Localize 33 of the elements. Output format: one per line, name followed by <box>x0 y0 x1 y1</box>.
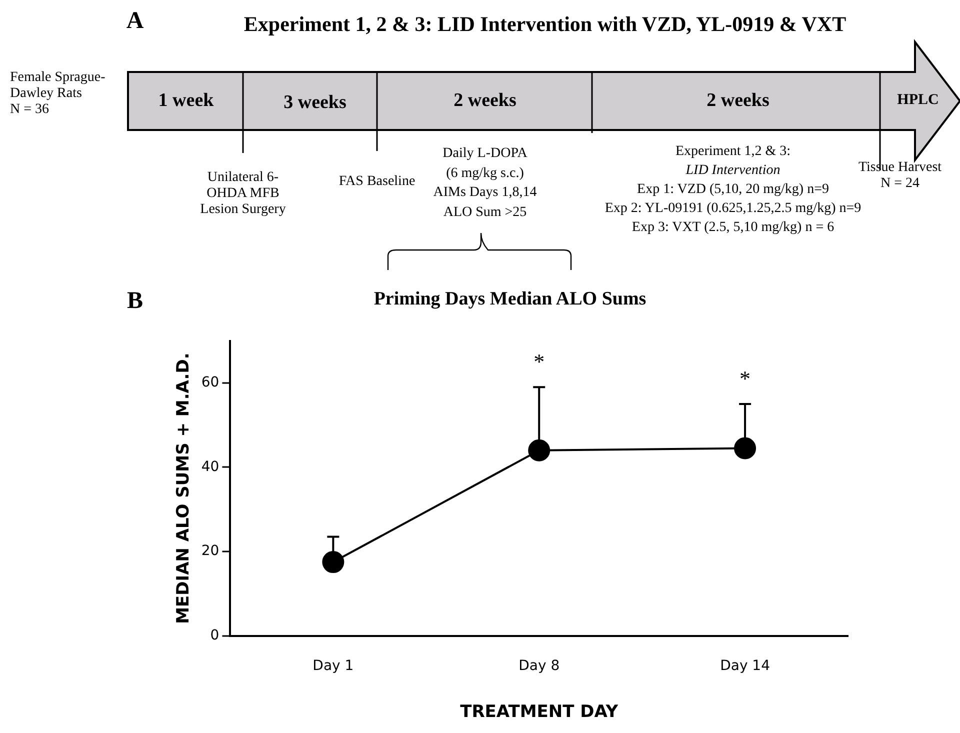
x-tick-label: Day 8 <box>518 658 560 674</box>
y-tick-label: 20 <box>201 543 220 560</box>
text: 2 weeks <box>706 90 770 112</box>
text: Exp 2: YL-09191 (0.625,1.25,2.5 mg/kg) n=9 <box>604 201 862 218</box>
annotation: * <box>534 348 545 374</box>
text: Experiment 1,2 & 3: <box>674 144 792 160</box>
point <box>528 439 550 462</box>
x-tick-label: Day 1 <box>312 658 354 674</box>
chart-title: Priming Days Median ALO Sums <box>374 288 646 310</box>
text: Female Sprague- Dawley Rats N = 36 <box>10 70 106 118</box>
y-axis-title: MEDIAN ALO SUMS + M.A.D. <box>174 352 194 624</box>
annotation: * <box>740 366 751 391</box>
x-tick-label: Day 14 <box>720 658 770 674</box>
text: Exp 1: VZD (5,10, 20 mg/kg) n=9 <box>637 182 829 197</box>
text: Tissue Harvest N = 24 <box>857 160 943 192</box>
text: 1 week <box>157 90 215 112</box>
text: LID Intervention <box>686 163 780 178</box>
text: Unilateral 6- OHDA MFB Lesion Surgery <box>199 170 287 218</box>
text: A <box>125 8 145 36</box>
x-axis-title: TREATMENT DAY <box>460 702 619 722</box>
text: 2 weeks <box>452 90 518 112</box>
text: B <box>126 288 144 316</box>
text: Daily L-DOPA (6 mg/kg s.c.) AIMs Days 1,8,14 ALO Sum >25 <box>433 146 537 220</box>
text: 3 weeks <box>282 92 348 114</box>
text: HPLC <box>896 92 940 110</box>
point <box>322 551 344 574</box>
y-tick-label: 60 <box>201 374 220 391</box>
y-tick-label: 40 <box>201 458 220 475</box>
text: Experiment 1, 2 & 3: LID Intervention with VZD, YL-0919 & VXT <box>242 12 848 36</box>
text: Exp 3: VXT (2.5, 5,10 mg/kg) n = 6 <box>630 220 836 236</box>
y-tick-label: 0 <box>210 627 220 644</box>
text: FAS Baseline <box>338 174 416 189</box>
point <box>734 437 756 460</box>
